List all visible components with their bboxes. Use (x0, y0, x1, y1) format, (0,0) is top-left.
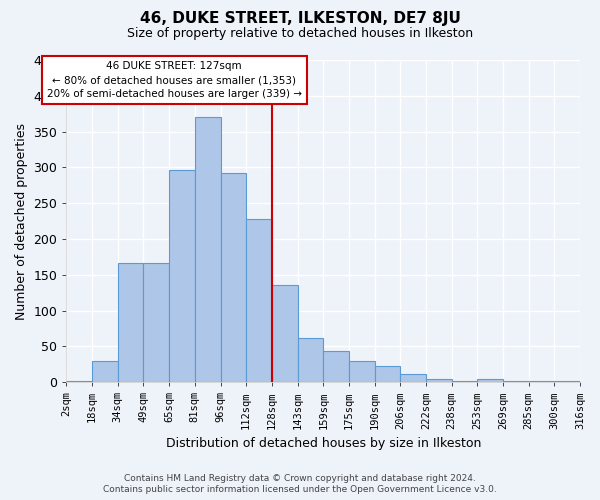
Text: Size of property relative to detached houses in Ilkeston: Size of property relative to detached ho… (127, 28, 473, 40)
Bar (272, 286, 298, 382)
Text: 46, DUKE STREET, ILKESTON, DE7 8JU: 46, DUKE STREET, ILKESTON, DE7 8JU (140, 11, 460, 26)
Bar (143, 262, 169, 382)
Bar (195, 118, 221, 382)
Text: Contains HM Land Registry data © Crown copyright and database right 2024.
Contai: Contains HM Land Registry data © Crown c… (103, 474, 497, 494)
Bar (118, 262, 143, 382)
X-axis label: Distribution of detached houses by size in Ilkeston: Distribution of detached houses by size … (166, 437, 481, 450)
Bar (529, 380, 554, 382)
Y-axis label: Number of detached properties: Number of detached properties (15, 122, 28, 320)
Bar (452, 380, 477, 382)
Bar (477, 378, 503, 382)
Bar (503, 380, 529, 382)
Bar (554, 380, 580, 382)
Bar (349, 360, 374, 382)
Bar (169, 170, 195, 382)
Bar (323, 350, 349, 382)
Bar (426, 378, 452, 382)
Bar (400, 374, 426, 382)
Bar (67, 380, 92, 382)
Bar (246, 219, 272, 382)
Bar (374, 366, 400, 382)
Bar (92, 360, 118, 382)
Text: 46 DUKE STREET: 127sqm
← 80% of detached houses are smaller (1,353)
20% of semi-: 46 DUKE STREET: 127sqm ← 80% of detached… (47, 61, 302, 99)
Bar (221, 173, 246, 382)
Bar (298, 338, 323, 382)
